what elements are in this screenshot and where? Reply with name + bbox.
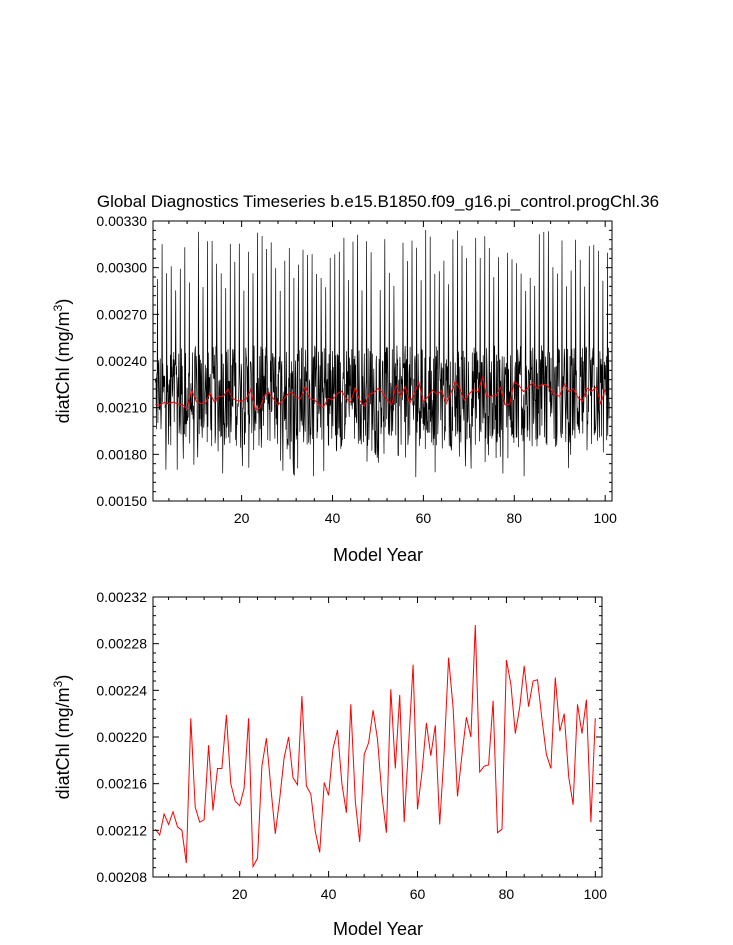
chart-top-ylabel-main: diatChl (mg/m bbox=[53, 311, 73, 423]
xtick-label: 80 bbox=[499, 886, 515, 902]
ytick-label: 0.00224 bbox=[96, 682, 147, 698]
chart-bottom-xlabel: Model Year bbox=[333, 919, 423, 939]
xtick-label: 40 bbox=[325, 510, 341, 526]
xtick-label: 80 bbox=[507, 510, 523, 526]
ytick-label: 0.00330 bbox=[96, 213, 147, 229]
chart-bottom-ylabel-main: diatChl (mg/m bbox=[53, 687, 73, 799]
chart-bottom-ylabel: diatChl (mg/m3) bbox=[51, 675, 73, 800]
chart-top-annual-line bbox=[155, 375, 606, 411]
ytick-label: 0.00180 bbox=[96, 446, 147, 462]
ytick-label: 0.00220 bbox=[96, 729, 147, 745]
chart-top-xlabel: Model Year bbox=[333, 545, 423, 565]
xtick-label: 60 bbox=[416, 510, 432, 526]
xtick-label: 40 bbox=[321, 886, 337, 902]
chart-top-ylabel: diatChl (mg/m3) bbox=[51, 299, 73, 424]
xtick-label: 60 bbox=[410, 886, 426, 902]
ytick-label: 0.00270 bbox=[96, 306, 147, 322]
chart-top: Global Diagnostics Timeseries b.e15.B185… bbox=[51, 192, 659, 565]
chart-top-ylabel-close: ) bbox=[53, 299, 73, 305]
chart-bottom-ylabel-sup: 3 bbox=[51, 680, 65, 687]
xtick-label: 100 bbox=[594, 510, 618, 526]
chart-bottom-ylabel-close: ) bbox=[53, 675, 73, 681]
xtick-label: 20 bbox=[232, 886, 248, 902]
chart-top-ticks: 0.00150 0.00180 0.00210 0.00240 0.00270 0.003… bbox=[96, 213, 617, 526]
ytick-label: 0.00300 bbox=[96, 260, 147, 276]
chart-top-title: Global Diagnostics Timeseries b.e15.B185… bbox=[97, 192, 659, 211]
chart-top-monthly-series bbox=[154, 229, 610, 478]
ytick-label: 0.00212 bbox=[96, 822, 147, 838]
ytick-label: 0.00216 bbox=[96, 776, 147, 792]
ytick-label: 0.00240 bbox=[96, 353, 147, 369]
ytick-label: 0.00150 bbox=[96, 493, 147, 509]
ytick-label: 0.00232 bbox=[96, 589, 147, 605]
ytick-label: 0.00208 bbox=[96, 869, 147, 885]
chart-top-ylabel-sup: 3 bbox=[51, 304, 65, 311]
ytick-label: 0.00210 bbox=[96, 400, 147, 416]
chart-bottom-ticks: 0.00208 0.00212 0.00216 0.00220 0.00224 0.002… bbox=[96, 589, 607, 902]
xtick-label: 20 bbox=[234, 510, 250, 526]
ytick-label: 0.00228 bbox=[96, 636, 147, 652]
chart-bottom-annual-line bbox=[154, 624, 596, 869]
chart-bottom: 0.00208 0.00212 0.00216 0.00220 0.00224 0.002… bbox=[51, 589, 607, 939]
xtick-label: 100 bbox=[584, 886, 608, 902]
monthly-line bbox=[154, 229, 610, 478]
